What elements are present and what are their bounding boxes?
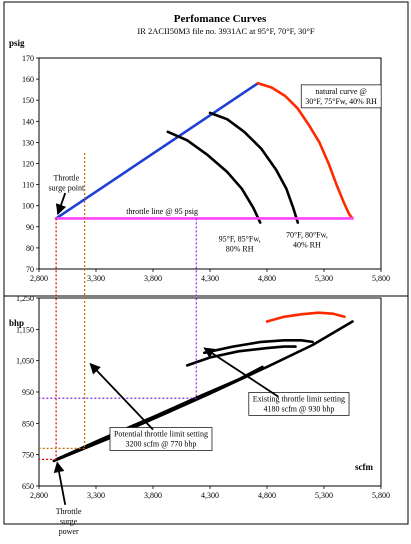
top-chart-ylabel: psig xyxy=(9,38,25,48)
top-annotation-line: 40% RH xyxy=(293,240,321,249)
top-series-line-3 xyxy=(166,130,262,224)
top-y-tick-label: 150 xyxy=(22,96,34,105)
bottom-chart-xlabel: scfm xyxy=(355,462,373,472)
top-annotation-0: natural curve @30°F, 75°Fw, 40% RH xyxy=(305,87,377,106)
top-annotation-line: throttle line @ 95 psig xyxy=(126,207,198,216)
surge-point-arrow xyxy=(55,192,67,216)
bottom-y-tick-label: 1,050 xyxy=(16,357,34,366)
top-y-tick-label: 110 xyxy=(22,181,34,190)
bottom-annotation-1: Potential throttle limit setting 3200 scf… xyxy=(114,429,208,448)
bottom-annotation-line: surge xyxy=(60,517,78,526)
bottom-chart-ylabel: bhp xyxy=(9,318,24,328)
top-annotation-line: surge point xyxy=(49,183,85,192)
top-x-tick-label: 4,300 xyxy=(201,274,219,283)
bottom-y-tick-label: 1,250 xyxy=(16,294,34,303)
top-y-tick-label: 100 xyxy=(22,202,34,211)
annotation-box xyxy=(300,84,382,109)
top-annotation-4: 70°F, 80°Fw, 40% RH xyxy=(286,230,328,249)
bottom-series-line-4 xyxy=(203,338,314,355)
bottom-annotation-line: Existing throttle limit setting xyxy=(253,394,345,403)
bottom-x-tick-label: 3,800 xyxy=(144,491,162,500)
bottom-annotation-line: Potential throttle limit setting xyxy=(114,429,208,438)
potential-setting-arrow xyxy=(89,363,154,431)
top-x-tick-label: 3,800 xyxy=(144,274,162,283)
top-chart-series xyxy=(54,82,354,224)
bottom-chart-series xyxy=(52,311,354,463)
top-annotation-line: Throttle xyxy=(53,173,79,182)
existing-setting-arrow xyxy=(203,347,279,398)
top-annotation-line: 30°F, 75°Fw, 40% RH xyxy=(305,97,377,106)
throttle-guide-lines xyxy=(39,152,279,505)
top-annotation-2: Throttle surge point xyxy=(49,173,85,192)
bottom-y-tick-label: 950 xyxy=(22,388,34,397)
bottom-x-tick-label: 4,300 xyxy=(201,491,219,500)
top-chart-subtitle: IR 2ACII50M3 file no. 3931AC at 95°F, 70… xyxy=(137,26,314,36)
top-y-tick-label: 160 xyxy=(22,75,34,84)
bottom-annotation-line: 3200 scfm @ 770 bhp xyxy=(126,439,197,448)
bottom-chart-axes: 2,800 3,300 3,800 4,300 4,800 5,300 5,800 650 75… xyxy=(16,294,390,500)
top-annotation-3: 95°F, 85°Fw, 80% RH xyxy=(219,235,261,254)
bottom-chart-annotations: Existing throttle limit setting 4180 scfm… xyxy=(56,392,350,536)
top-y-tick-label: 70 xyxy=(26,265,34,274)
top-x-tick-label: 2,800 xyxy=(30,274,48,283)
bottom-y-tick-label: 1,150 xyxy=(16,325,34,334)
bottom-x-tick-label: 4,800 xyxy=(258,491,276,500)
top-x-tick-label: 3,300 xyxy=(87,274,105,283)
top-series-line-2 xyxy=(208,111,300,224)
top-series-line-0 xyxy=(54,82,260,220)
bottom-annotation-line: Throttle xyxy=(56,507,82,516)
top-annotation-line: 70°F, 80°Fw, xyxy=(286,230,328,239)
top-x-tick-label: 5,300 xyxy=(315,274,333,283)
top-chart-annotations: natural curve @30°F, 75°Fw, 40% RH thrott… xyxy=(49,84,382,254)
bottom-y-tick-label: 750 xyxy=(22,451,34,460)
annotation-box xyxy=(109,427,213,451)
bottom-annotation-line: 4180 scfm @ 930 bhp xyxy=(263,404,334,413)
bottom-series-line-1 xyxy=(52,320,354,463)
top-y-tick-label: 90 xyxy=(26,223,34,232)
bottom-annotation-0: Existing throttle limit setting 4180 scfm… xyxy=(253,394,345,413)
bottom-annotation-2: Throttle surge power xyxy=(56,507,82,536)
top-x-tick-label: 4,800 xyxy=(258,274,276,283)
top-y-tick-label: 120 xyxy=(22,160,34,169)
top-annotation-line: natural curve @ xyxy=(315,87,366,96)
bottom-x-tick-label: 3,300 xyxy=(87,491,105,500)
top-y-tick-label: 140 xyxy=(22,117,34,126)
top-series-line-1 xyxy=(256,82,354,220)
top-y-tick-label: 80 xyxy=(26,244,34,253)
bottom-x-tick-label: 5,300 xyxy=(315,491,333,500)
bottom-annotation-line: power xyxy=(59,527,79,536)
top-annotation-1: throttle line @ 95 psig xyxy=(126,207,198,216)
top-chart-title: Perfomance Curves xyxy=(174,13,267,25)
bottom-series-line-0 xyxy=(265,311,346,323)
top-y-tick-label: 170 xyxy=(22,54,34,63)
top-x-tick-label: 5,800 xyxy=(372,274,390,283)
top-chart-axes: 2,800 3,300 3,800 4,300 4,800 5,300 5,800 70 80 9… xyxy=(22,54,390,283)
bottom-y-tick-label: 650 xyxy=(22,482,34,491)
surge-power-arrow xyxy=(53,461,67,505)
bottom-x-tick-label: 5,800 xyxy=(372,491,390,500)
annotation-box xyxy=(248,392,350,416)
bottom-series-line-3 xyxy=(185,345,297,367)
top-annotation-line: 95°F, 85°Fw, xyxy=(219,235,261,244)
bottom-x-tick-label: 2,800 xyxy=(30,491,48,500)
bottom-series-line-2 xyxy=(54,365,264,461)
bottom-y-tick-label: 850 xyxy=(22,419,34,428)
top-y-tick-label: 130 xyxy=(22,138,34,147)
top-annotation-line: 80% RH xyxy=(226,245,254,254)
bottom-panel-frame xyxy=(3,295,409,525)
